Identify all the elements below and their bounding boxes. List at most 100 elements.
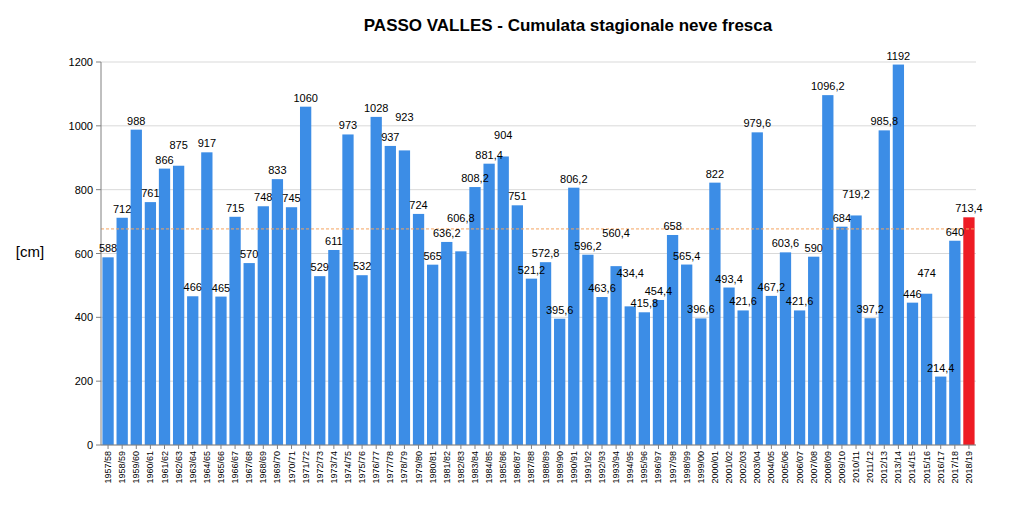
x-tick [164,445,165,449]
x-tick-label: 2004/05 [766,451,776,484]
data-label: 466 [184,281,202,293]
bar [272,179,283,445]
x-tick [616,445,617,449]
bar [963,217,974,445]
bars [101,65,976,445]
x-tick-label: 1992/93 [597,451,607,484]
bar [371,117,382,445]
x-tick [362,445,363,449]
x-tick-label: 1993/94 [611,451,621,484]
x-tick [785,445,786,449]
x-tick [263,445,264,449]
data-label: 973 [339,119,357,131]
bar [131,130,142,445]
x-tick [940,445,941,449]
data-label: 875 [169,139,187,151]
x-tick [503,445,504,449]
x-tick-label: 1983/84 [470,451,480,484]
x-tick-label: 1994/95 [625,451,635,484]
data-label: 446 [903,288,921,300]
y-tick-label: 1000 [69,120,93,132]
data-label: 640 [946,226,964,238]
data-label: 748 [254,191,272,203]
bar [385,146,396,445]
x-tick [517,445,518,449]
x-tick [333,445,334,449]
bar [159,169,170,445]
x-tick-label: 1970/71 [287,451,297,484]
data-label: 715 [226,202,244,214]
x-tick-label: 1979/80 [414,451,424,484]
y-tick [96,62,101,63]
x-tick-label: 1964/65 [202,451,212,484]
data-label: 1192 [887,50,911,62]
grid-line [101,445,976,446]
bar [342,134,353,445]
data-label: 521,2 [518,264,546,276]
bar [723,288,734,445]
data-label: 454,4 [645,285,673,297]
bar [695,318,706,445]
data-label: 214,4 [927,362,955,374]
bar [596,297,607,445]
bar [639,312,650,445]
x-tick-label: 2012/13 [879,451,889,484]
data-label: 467,2 [758,281,786,293]
x-tick [531,445,532,449]
data-label: 923 [395,111,413,123]
x-tick-label: 1968/69 [258,451,268,484]
bar [836,227,847,445]
data-label: 724 [409,199,427,211]
x-tick [249,445,250,449]
x-tick-label: 1967/68 [244,451,254,484]
data-label: 463,6 [588,282,616,294]
x-tick-label: 1986/87 [512,451,522,484]
data-label: 713,4 [955,202,983,214]
bar [258,206,269,445]
data-label: 745 [282,192,300,204]
x-tick [672,445,673,449]
data-label: 806,2 [560,173,588,185]
bar [554,319,565,445]
data-label: 415,8 [631,297,659,309]
x-tick-label: 1973/74 [329,451,339,484]
bar [850,215,861,445]
x-tick [729,445,730,449]
y-tick [96,189,101,190]
data-label: 603,6 [772,237,800,249]
data-label: 529 [311,261,329,273]
data-label: 979,6 [743,117,771,129]
y-tick [96,125,101,126]
x-tick [136,445,137,449]
data-label: 565 [423,250,441,262]
data-label: 937 [381,131,399,143]
x-tick [545,445,546,449]
data-label: 421,6 [729,295,757,307]
y-tick-label: 800 [75,184,93,196]
x-tick [827,445,828,449]
bar [935,377,946,445]
x-tick-label: 1959/60 [131,451,141,484]
data-label: 596,2 [574,240,602,252]
bar [300,107,311,445]
data-label: 572,8 [532,247,560,259]
data-label: 590 [805,242,823,254]
y-tick-label: 0 [87,439,93,451]
x-tick-label: 1980/81 [428,451,438,484]
x-tick-label: 1972/73 [315,451,325,484]
x-tick-label: 1981/82 [442,451,452,484]
x-tick-label: 2001/02 [724,451,734,484]
data-label: 396,6 [687,303,715,315]
x-tick-label: 1990/91 [569,451,579,484]
x-tick [178,445,179,449]
x-tick-label: 1977/78 [385,451,395,484]
x-tick-label: 1966/67 [230,451,240,484]
bar [568,188,579,445]
x-tick-label: 1996/97 [653,451,663,484]
data-label: 833 [268,164,286,176]
bar [145,202,156,445]
x-tick-label: 1997/98 [668,451,678,484]
x-tick-label: 1984/85 [484,451,494,484]
x-tick [150,445,151,449]
bar [512,205,523,445]
